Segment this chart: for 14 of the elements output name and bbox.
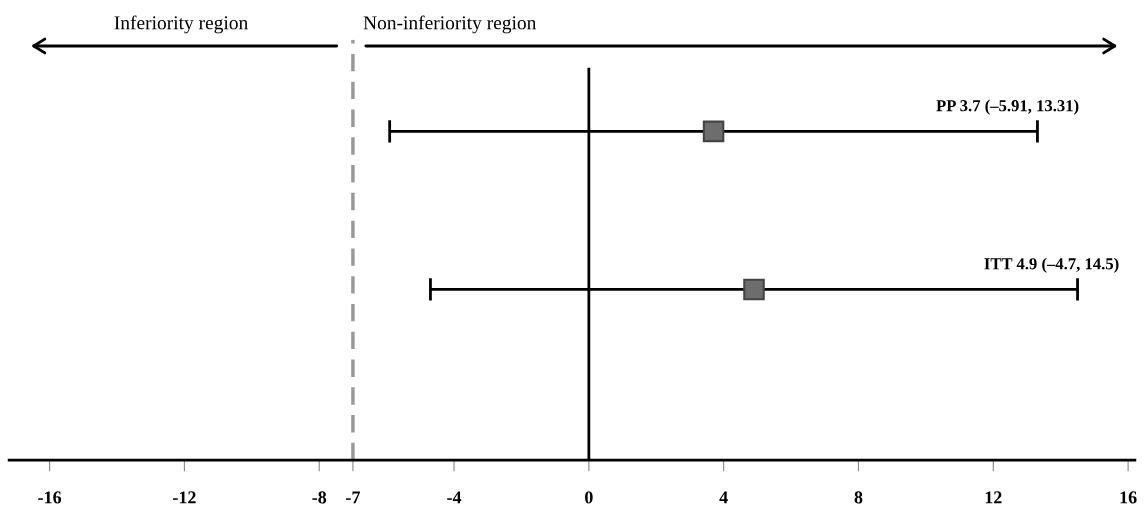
x-tick-label: -8 <box>312 491 327 504</box>
x-tick-label: -16 <box>38 491 62 504</box>
x-tick-label: -7 <box>346 491 361 504</box>
x-tick-label: -12 <box>173 491 196 504</box>
text: Non-inferiority region <box>363 15 537 34</box>
text: Inferiority region <box>114 15 248 34</box>
x-tick-label: 8 <box>854 491 863 504</box>
annotation: PP 3.7 (–5.91, 13.31) <box>936 99 1079 115</box>
x-tick-label: 16 <box>1120 491 1137 504</box>
x-tick-label: 4 <box>719 491 728 504</box>
x-tick-label: 0 <box>585 491 593 504</box>
x-tick-label: 12 <box>985 491 1002 504</box>
annotation: ITT 4.9 (–4.7, 14.5) <box>984 257 1119 273</box>
x-tick-label: -4 <box>447 491 462 504</box>
